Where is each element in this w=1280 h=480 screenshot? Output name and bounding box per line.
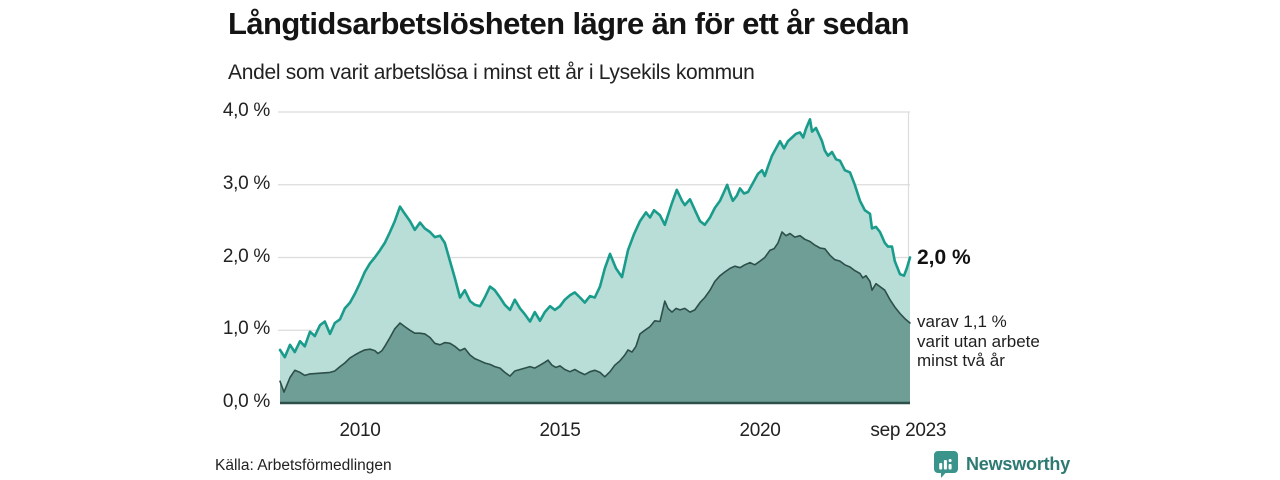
- x-axis-tick-label: 2010: [339, 420, 381, 441]
- newsworthy-brand-name: Newsworthy: [966, 454, 1071, 474]
- chart-subtitle: Andel som varit arbetslösa i minst ett å…: [228, 61, 755, 84]
- annotation-line: varit utan arbete: [917, 331, 1040, 351]
- series-subset-annotation: varav 1,1 % varit utan arbete minst två …: [917, 312, 1040, 371]
- annotation-line: varav 1,1 %: [917, 312, 1007, 331]
- y-axis-tick-label: 0,0 %: [222, 391, 270, 412]
- x-axis-tick-label: 2015: [539, 420, 581, 441]
- series-line-two-years: [279, 231, 911, 393]
- y-axis-tick-label: 1,0 %: [222, 318, 270, 340]
- chart-title: Långtidsarbetslösheten lägre än för ett …: [228, 6, 910, 41]
- source-credit: Källa: Arbetsförmedlingen: [215, 457, 392, 474]
- area-fill-two-years: [280, 232, 910, 403]
- annotation-line: minst två år: [917, 351, 1005, 370]
- bar-chart-speech-bubble-icon: [933, 450, 959, 479]
- x-axis-tick-label: sep 2023: [870, 420, 947, 441]
- y-axis-tick-label: 3,0 %: [222, 172, 270, 194]
- series-line-one-year: [278, 118, 912, 359]
- y-axis-tick-label: 2,0 %: [222, 245, 270, 267]
- y-axis-tick-label: 4,0 %: [222, 100, 270, 121]
- x-axis-tick-label: 2020: [739, 420, 781, 441]
- series-end-value-label: 2,0 %: [917, 246, 971, 269]
- newsworthy-brand: Newsworthy: [933, 450, 1070, 479]
